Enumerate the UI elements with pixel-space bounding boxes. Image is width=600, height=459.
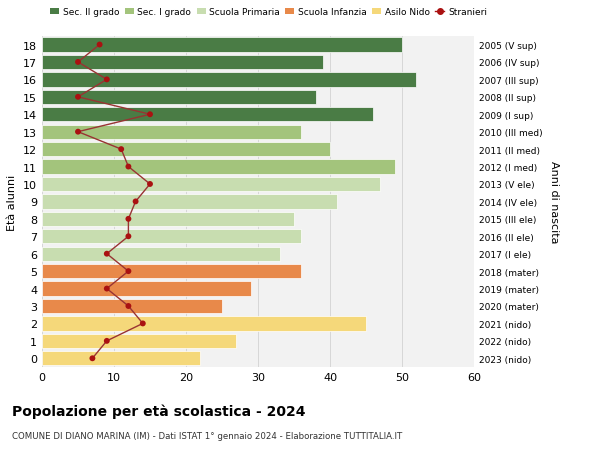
Point xyxy=(95,42,104,49)
Point xyxy=(116,146,126,153)
Y-axis label: Anni di nascita: Anni di nascita xyxy=(549,161,559,243)
Bar xyxy=(42,108,373,122)
Point xyxy=(102,285,112,292)
Point xyxy=(102,337,112,345)
Point xyxy=(102,251,112,258)
Bar xyxy=(42,282,251,296)
Bar xyxy=(42,264,301,279)
Point xyxy=(138,320,148,327)
Point xyxy=(73,59,83,67)
Text: Popolazione per età scolastica - 2024: Popolazione per età scolastica - 2024 xyxy=(12,404,305,419)
Bar xyxy=(42,38,402,52)
Bar xyxy=(42,299,222,313)
Point xyxy=(73,94,83,101)
Point xyxy=(145,181,155,188)
Bar xyxy=(42,334,236,348)
Point xyxy=(145,112,155,119)
Bar xyxy=(42,230,301,244)
Bar xyxy=(42,143,330,157)
Bar xyxy=(42,73,416,87)
Bar xyxy=(42,212,294,226)
Point xyxy=(124,302,133,310)
Bar xyxy=(42,160,395,174)
Bar xyxy=(42,352,200,366)
Bar xyxy=(42,247,280,261)
Bar xyxy=(42,125,301,140)
Point xyxy=(124,216,133,223)
Point xyxy=(124,233,133,241)
Legend: Sec. II grado, Sec. I grado, Scuola Primaria, Scuola Infanzia, Asilo Nido, Stran: Sec. II grado, Sec. I grado, Scuola Prim… xyxy=(47,5,491,21)
Bar xyxy=(42,195,337,209)
Y-axis label: Età alunni: Età alunni xyxy=(7,174,17,230)
Bar xyxy=(42,317,366,331)
Point xyxy=(88,355,97,362)
Bar xyxy=(42,56,323,70)
Text: COMUNE DI DIANO MARINA (IM) - Dati ISTAT 1° gennaio 2024 - Elaborazione TUTTITAL: COMUNE DI DIANO MARINA (IM) - Dati ISTAT… xyxy=(12,431,402,441)
Point xyxy=(124,268,133,275)
Point xyxy=(73,129,83,136)
Bar xyxy=(42,178,380,192)
Bar xyxy=(42,90,316,105)
Point xyxy=(131,198,140,206)
Point xyxy=(102,77,112,84)
Point xyxy=(124,163,133,171)
